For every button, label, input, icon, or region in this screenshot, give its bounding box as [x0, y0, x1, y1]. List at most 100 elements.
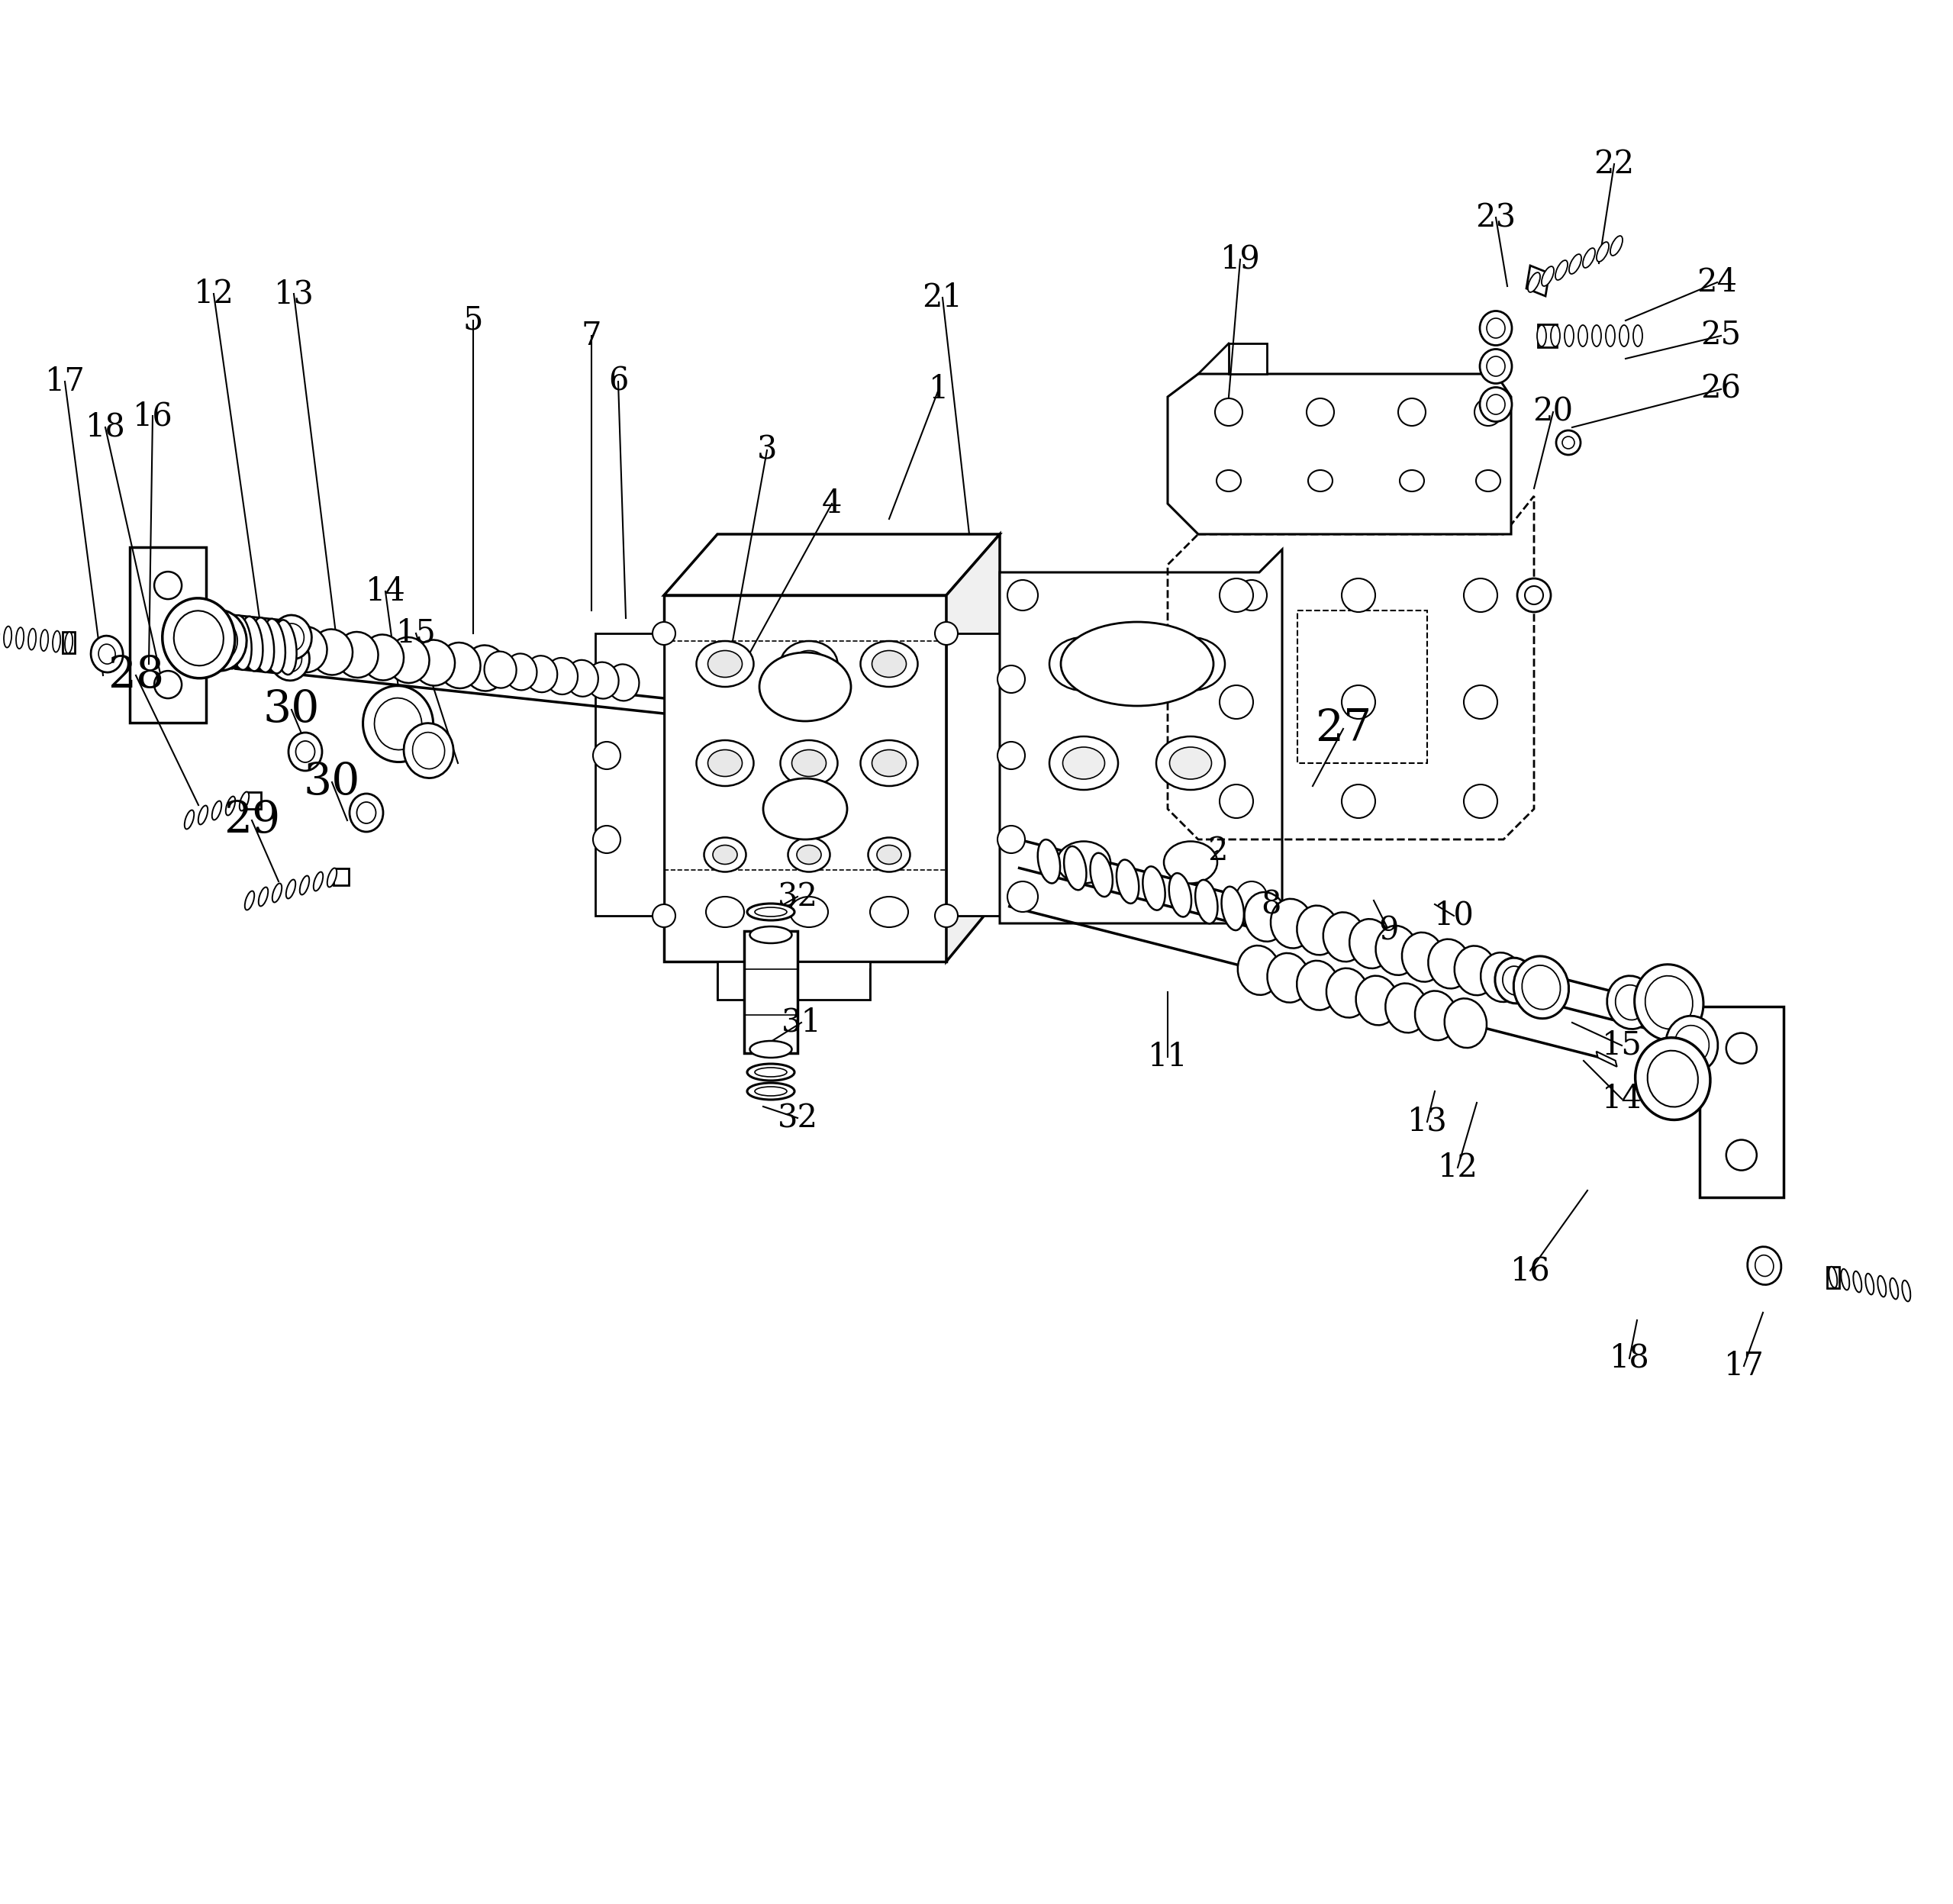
Polygon shape — [1228, 343, 1267, 373]
Ellipse shape — [1414, 990, 1457, 1040]
Ellipse shape — [1605, 326, 1615, 347]
Ellipse shape — [1541, 267, 1555, 286]
Text: 17: 17 — [45, 366, 86, 398]
Circle shape — [1219, 685, 1254, 720]
Text: 31: 31 — [781, 1007, 822, 1038]
Ellipse shape — [328, 868, 336, 887]
Ellipse shape — [252, 617, 273, 672]
Ellipse shape — [1156, 638, 1225, 691]
Ellipse shape — [1502, 965, 1527, 996]
Text: 3: 3 — [758, 434, 777, 466]
Ellipse shape — [1842, 1268, 1849, 1291]
Circle shape — [1726, 1140, 1756, 1171]
Ellipse shape — [1170, 746, 1211, 779]
Text: 27: 27 — [1314, 708, 1371, 750]
Ellipse shape — [357, 802, 375, 823]
Ellipse shape — [1170, 874, 1191, 918]
Polygon shape — [1826, 1266, 1840, 1287]
Ellipse shape — [1891, 1278, 1898, 1299]
Text: 30: 30 — [264, 689, 320, 731]
Ellipse shape — [64, 632, 72, 653]
Ellipse shape — [1271, 899, 1312, 948]
Ellipse shape — [1635, 1038, 1711, 1120]
Circle shape — [1219, 784, 1254, 819]
Ellipse shape — [387, 638, 430, 684]
Circle shape — [154, 670, 182, 699]
Ellipse shape — [566, 661, 598, 697]
Ellipse shape — [754, 1068, 787, 1078]
Circle shape — [1342, 784, 1375, 819]
Ellipse shape — [1037, 840, 1060, 883]
Ellipse shape — [705, 897, 744, 927]
Ellipse shape — [219, 615, 240, 668]
Circle shape — [652, 623, 676, 645]
Ellipse shape — [871, 750, 906, 777]
Ellipse shape — [1455, 946, 1496, 996]
Ellipse shape — [201, 619, 238, 661]
Ellipse shape — [244, 891, 254, 910]
Polygon shape — [1699, 1005, 1783, 1198]
Ellipse shape — [545, 659, 578, 695]
Ellipse shape — [1309, 470, 1332, 491]
Ellipse shape — [1480, 310, 1512, 345]
Ellipse shape — [1568, 253, 1582, 274]
Ellipse shape — [230, 615, 252, 670]
Polygon shape — [1000, 550, 1283, 923]
Circle shape — [998, 743, 1025, 769]
Polygon shape — [947, 535, 1000, 962]
Ellipse shape — [1902, 1279, 1910, 1302]
Ellipse shape — [271, 883, 281, 902]
Ellipse shape — [525, 655, 557, 693]
Ellipse shape — [1170, 647, 1211, 680]
Text: 26: 26 — [1701, 373, 1742, 406]
Ellipse shape — [295, 741, 314, 762]
Text: 8: 8 — [1260, 889, 1281, 920]
Ellipse shape — [861, 642, 918, 687]
Circle shape — [1726, 1034, 1756, 1064]
Ellipse shape — [1494, 958, 1535, 1003]
Text: 9: 9 — [1379, 916, 1398, 946]
Text: 18: 18 — [1609, 1342, 1650, 1375]
Ellipse shape — [350, 794, 383, 832]
Ellipse shape — [1164, 842, 1217, 883]
Circle shape — [1219, 579, 1254, 611]
Ellipse shape — [1514, 956, 1568, 1019]
Ellipse shape — [1877, 1276, 1887, 1297]
Ellipse shape — [336, 632, 379, 678]
Ellipse shape — [1049, 638, 1117, 691]
Ellipse shape — [1555, 261, 1568, 280]
Ellipse shape — [871, 651, 906, 678]
Ellipse shape — [1635, 965, 1703, 1040]
Text: 25: 25 — [1701, 320, 1742, 352]
Ellipse shape — [787, 838, 830, 872]
Circle shape — [1236, 581, 1267, 611]
Ellipse shape — [754, 1087, 787, 1097]
Circle shape — [1008, 581, 1037, 611]
Ellipse shape — [1619, 326, 1629, 347]
Ellipse shape — [504, 653, 537, 689]
Polygon shape — [664, 596, 947, 962]
Text: 10: 10 — [1434, 901, 1475, 931]
Circle shape — [594, 826, 621, 853]
Ellipse shape — [98, 644, 115, 664]
Ellipse shape — [1267, 954, 1310, 1003]
Polygon shape — [717, 962, 869, 1000]
Text: 13: 13 — [1406, 1106, 1447, 1139]
Ellipse shape — [271, 615, 312, 659]
Ellipse shape — [869, 897, 908, 927]
Ellipse shape — [1674, 1026, 1709, 1064]
Text: 23: 23 — [1476, 202, 1516, 234]
Circle shape — [1525, 586, 1543, 604]
Ellipse shape — [1480, 952, 1523, 1002]
Text: 32: 32 — [777, 882, 818, 912]
Ellipse shape — [861, 741, 918, 786]
Text: 4: 4 — [822, 487, 842, 520]
Circle shape — [594, 743, 621, 769]
Ellipse shape — [1527, 272, 1541, 291]
Ellipse shape — [791, 651, 826, 678]
Circle shape — [1236, 882, 1267, 912]
Ellipse shape — [227, 796, 234, 815]
Ellipse shape — [174, 611, 223, 666]
Polygon shape — [246, 792, 262, 809]
Ellipse shape — [750, 927, 791, 942]
